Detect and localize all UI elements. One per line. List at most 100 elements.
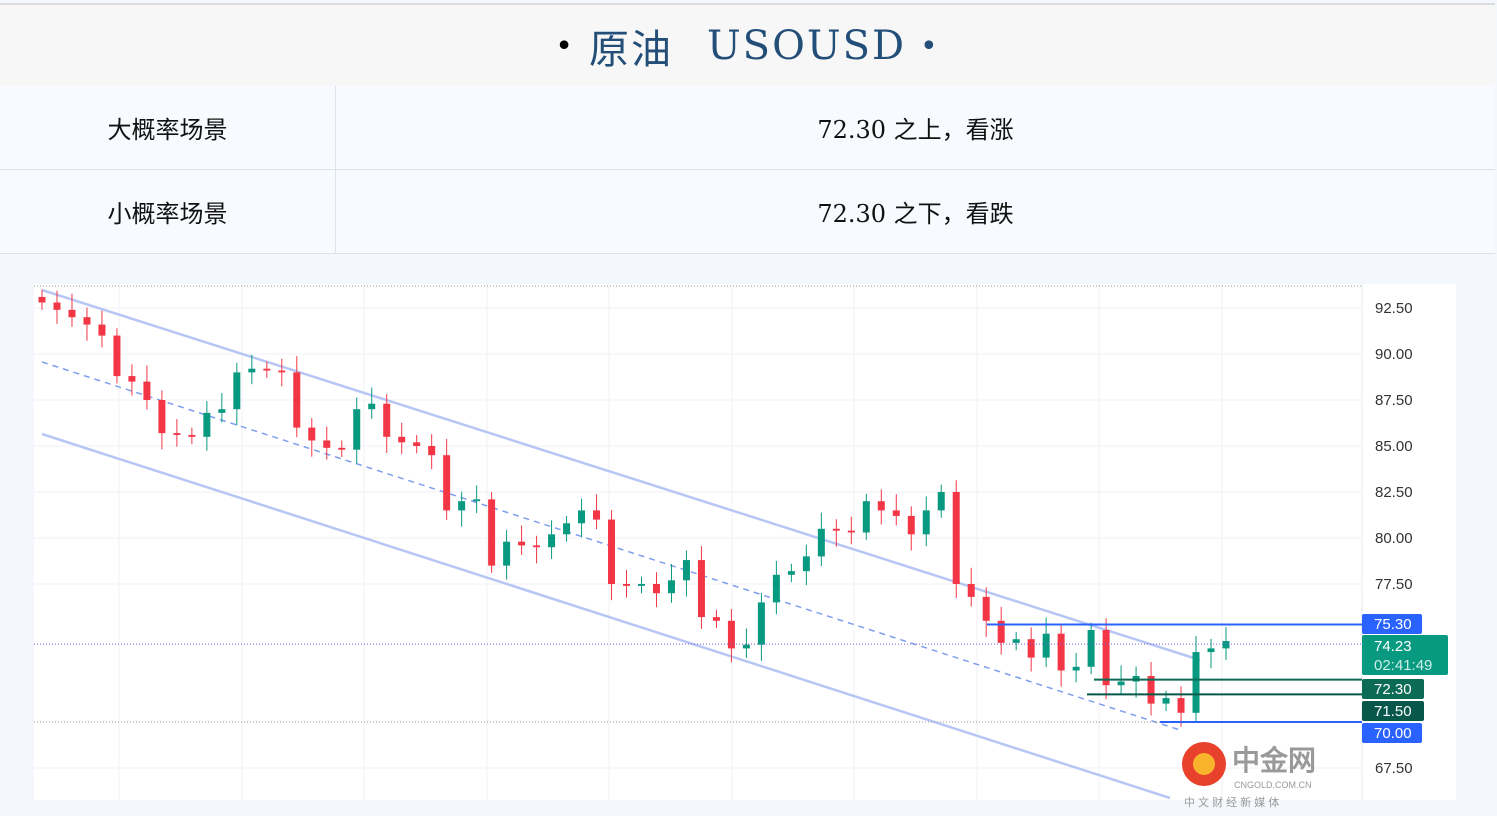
candle-body <box>443 455 451 511</box>
candle-body <box>712 617 720 621</box>
level-label: 70.00 <box>1374 725 1412 742</box>
candle-body <box>458 501 466 511</box>
watermark-logo: 中金网 CNGOLD.COM.CN 中 文 财 经 新 媒 体 <box>1180 740 1340 812</box>
price-chart[interactable]: 92.50 90.00 87.50 85.00 82.50 80.00 77.50 67.50… <box>34 284 1456 800</box>
candle-body <box>608 519 616 584</box>
scenario-text: 72.30 之上，看涨 <box>817 116 1014 144</box>
y-tick-label: 77.50 <box>1375 576 1413 593</box>
candle-body <box>68 309 76 318</box>
page-title: • 原油 USOUSD • <box>0 3 1495 88</box>
candle-body <box>203 412 211 437</box>
candle-body <box>98 324 106 336</box>
candle-body <box>1057 633 1065 671</box>
level-label-bg <box>1362 614 1422 634</box>
candle-body <box>1207 648 1215 653</box>
candle-body <box>1117 681 1125 686</box>
candle-body <box>1147 676 1155 704</box>
watermark-domain: CNGOLD.COM.CN <box>1234 780 1312 790</box>
candle-body <box>1042 633 1050 658</box>
candle-body <box>218 409 226 413</box>
y-tick-label: 80.00 <box>1375 530 1413 547</box>
candle-body <box>548 534 556 548</box>
candle-body <box>128 376 136 382</box>
candle-body <box>997 620 1005 643</box>
scenario-label: 大概率场景 <box>0 86 336 169</box>
candle-body <box>937 492 945 511</box>
candle-body <box>727 620 735 649</box>
candle-body <box>877 501 885 511</box>
candle-body <box>233 372 241 410</box>
candle-body <box>637 584 645 586</box>
y-tick-label: 92.50 <box>1375 300 1413 317</box>
title-name: 原油 <box>588 27 673 73</box>
candle-body <box>817 528 825 557</box>
candle-body <box>248 368 256 373</box>
candle-body <box>158 400 166 434</box>
candle-body <box>143 381 151 400</box>
y-tick-label: 87.50 <box>1375 392 1413 409</box>
last-price-label-bg <box>1362 635 1448 675</box>
candle-body <box>53 302 61 310</box>
candle-body <box>1087 630 1095 667</box>
candle-body <box>353 409 361 450</box>
candle-body <box>533 545 541 548</box>
candle-body <box>1072 666 1080 671</box>
candle-body <box>1012 639 1020 643</box>
candle-body <box>308 427 316 441</box>
candle-body <box>188 434 196 437</box>
channel-upper-line <box>41 288 1201 662</box>
candle-body <box>338 447 346 450</box>
candle-body <box>652 584 660 594</box>
watermark-tagline: 中 文 财 经 新 媒 体 <box>1184 795 1279 809</box>
candle-body <box>1192 652 1200 713</box>
candle-body <box>742 644 750 649</box>
candle-body <box>667 580 675 594</box>
candle-body <box>593 510 601 520</box>
chart-svg: 92.50 90.00 87.50 85.00 82.50 80.00 77.50 67.50… <box>34 284 1448 800</box>
candle-body <box>578 510 586 524</box>
candle-body <box>488 499 496 566</box>
level-label-bg <box>1362 723 1422 743</box>
candle-body <box>278 370 286 373</box>
watermark-brand: 中金网 <box>1232 744 1316 776</box>
candle-body <box>847 530 855 533</box>
candle-body <box>368 403 376 410</box>
candle-body <box>967 584 975 597</box>
scenario-row: 小概率场景 72.30 之下，看跌 <box>0 170 1495 254</box>
candle-body <box>173 433 181 435</box>
candle-body <box>398 436 406 443</box>
candle-body <box>892 510 900 516</box>
logo-mark-inner-icon <box>1193 753 1215 775</box>
countdown-label: 02:41:49 <box>1374 657 1432 674</box>
title-symbol: USOUSD <box>706 23 907 69</box>
candle-body <box>832 528 840 531</box>
candle-body <box>757 602 765 645</box>
candle-body <box>83 317 91 325</box>
y-tick-label: 67.50 <box>1375 760 1413 777</box>
y-tick-label: 82.50 <box>1375 484 1413 501</box>
candle-body <box>982 596 990 621</box>
candle-body <box>473 499 481 502</box>
candle-body <box>623 584 631 586</box>
candle-body <box>1162 698 1170 704</box>
candle-body <box>1222 641 1230 649</box>
candle-body <box>682 560 690 581</box>
candle-body <box>503 541 511 566</box>
candle-body <box>1027 639 1035 658</box>
level-label-bg <box>1362 679 1424 699</box>
level-label: 71.50 <box>1374 703 1412 720</box>
candle-body <box>697 560 705 618</box>
candle-body <box>922 510 930 535</box>
candle-body <box>563 523 571 535</box>
candle-body <box>383 403 391 437</box>
candle-body <box>862 501 870 533</box>
candle-body <box>323 440 331 448</box>
candle-body <box>1102 630 1110 686</box>
candle-body <box>293 372 301 428</box>
scenario-text: 72.30 之下，看跌 <box>817 200 1014 228</box>
scenario-row: 大概率场景 72.30 之上，看涨 <box>0 86 1495 170</box>
candle-body <box>518 541 526 546</box>
candle-body <box>428 446 436 456</box>
candle-body <box>38 296 46 303</box>
candle-body <box>263 368 271 371</box>
